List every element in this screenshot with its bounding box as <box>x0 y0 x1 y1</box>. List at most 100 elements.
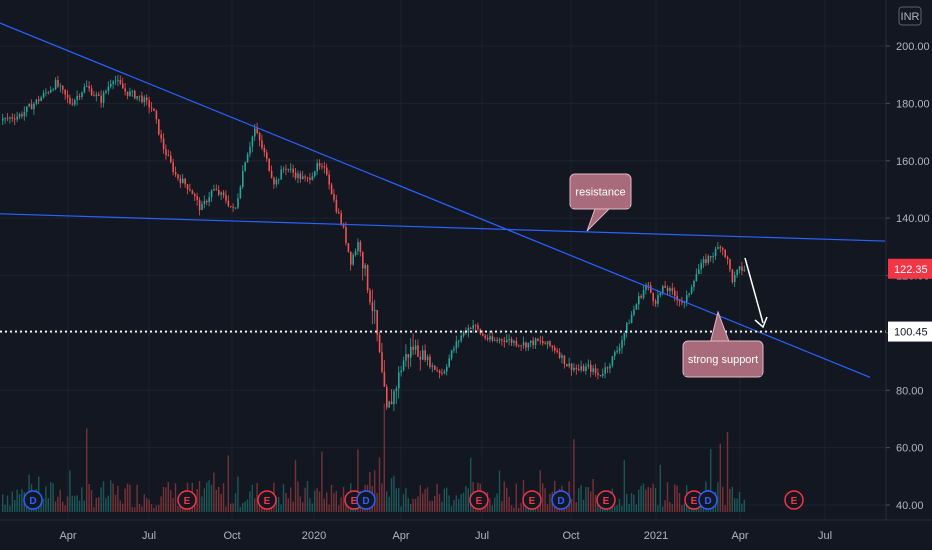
candle-body <box>510 338 513 343</box>
volume-bar <box>513 507 515 512</box>
event-marker-earnings[interactable]: E <box>177 490 197 510</box>
candle-body <box>520 345 522 347</box>
volume-bar <box>98 496 100 512</box>
volume-bar <box>650 487 652 512</box>
volume-bar <box>630 493 633 512</box>
candle-body <box>258 132 261 141</box>
event-marker-earnings[interactable]: E <box>257 490 277 510</box>
candle-body <box>59 85 62 87</box>
volume-bar <box>647 486 649 512</box>
candle-body <box>107 86 110 91</box>
volume-bar <box>719 443 721 512</box>
candle-body <box>599 375 602 376</box>
candle-body <box>618 347 621 351</box>
volume-bar <box>726 431 729 512</box>
volume-bar <box>69 470 71 512</box>
volume-bar <box>498 470 501 512</box>
event-marker-earnings[interactable]: E <box>469 490 489 510</box>
candle-body <box>542 341 544 344</box>
volume-bar <box>549 493 551 512</box>
volume-bar <box>484 503 486 512</box>
volume-bar <box>131 506 133 512</box>
volume-bar <box>218 486 220 512</box>
candle-body <box>357 242 359 252</box>
volume-bar <box>237 476 239 512</box>
candle-body <box>645 284 647 290</box>
volume-bar <box>122 503 124 512</box>
candle-body <box>698 269 700 275</box>
event-marker-earnings[interactable]: E <box>784 490 804 510</box>
event-marker-dividend[interactable]: D <box>356 490 376 510</box>
trendline-resistance[interactable] <box>0 213 886 242</box>
candle-body <box>50 89 52 93</box>
currency-badge[interactable]: INR <box>898 6 922 26</box>
candle-body <box>52 89 54 91</box>
volume-bar <box>398 488 400 512</box>
candle-body <box>558 352 561 358</box>
volume-bar <box>429 500 431 512</box>
volume-bar <box>635 504 637 512</box>
callout-resistance[interactable]: resistance <box>569 173 632 232</box>
candle-body <box>674 290 676 296</box>
candle-body <box>189 189 191 191</box>
volume-bar <box>434 495 436 512</box>
trendlines[interactable] <box>0 22 886 378</box>
event-letter: E <box>603 496 610 507</box>
event-marker-dividend[interactable]: D <box>551 490 571 510</box>
volume-bar <box>585 486 587 512</box>
volume-bar <box>110 480 112 512</box>
candle-body <box>136 96 138 99</box>
candle-body <box>743 269 746 271</box>
volume-bar <box>338 505 340 512</box>
event-marker-dividend[interactable]: D <box>698 490 718 510</box>
volume-bar <box>153 507 155 512</box>
candle-body <box>609 365 611 369</box>
event-marker-earnings[interactable]: E <box>684 490 704 510</box>
volume-bar <box>710 448 712 512</box>
volume-bar <box>419 485 421 512</box>
time-axis[interactable]: Apr Jul Oct 2020 Apr Jul Oct 2021 Apr Jul <box>0 519 932 542</box>
volume-bar <box>407 498 409 512</box>
candle-body <box>345 227 347 244</box>
y-tick-label: 140.00 <box>896 213 930 225</box>
event-letter: E <box>791 496 798 507</box>
candle-body <box>290 168 292 170</box>
volume-bar <box>105 497 107 512</box>
callout-strong-support[interactable]: strong support <box>682 310 764 378</box>
volume-bar <box>374 470 376 512</box>
candle-body <box>707 256 710 263</box>
callouts[interactable]: resistance strong support <box>569 173 764 378</box>
volume-bar <box>525 507 527 512</box>
event-marker-earnings[interactable]: E <box>596 490 616 510</box>
volume-bar <box>417 496 419 512</box>
volume-bar <box>734 498 736 512</box>
candle-body <box>671 288 674 291</box>
candle-body <box>686 295 688 302</box>
candle-body <box>330 184 333 195</box>
trendline-support[interactable] <box>0 22 871 378</box>
candle-body <box>234 207 237 209</box>
candle-body <box>220 192 222 195</box>
volume-bar <box>633 494 635 512</box>
candle-body <box>141 95 143 103</box>
last-price-tag-bg <box>888 258 932 279</box>
callout-resistance-box <box>569 173 632 210</box>
volume-bar <box>582 499 585 512</box>
volume-bar <box>81 487 83 512</box>
volume-bar <box>462 492 465 512</box>
price-axis[interactable]: 200.00180.00160.00140.00120.00100.0080.0… <box>885 0 932 520</box>
candle-body <box>450 350 453 359</box>
event-letter: D <box>704 496 711 507</box>
candle-body <box>400 370 402 373</box>
volume-bar <box>623 460 625 512</box>
candle-body <box>489 336 491 340</box>
event-marker-earnings[interactable]: E <box>522 490 542 510</box>
volume-bar <box>148 499 150 512</box>
candle-body <box>81 92 83 97</box>
event-marker-dividend[interactable]: D <box>23 490 43 510</box>
candle-body <box>390 401 393 405</box>
volume-bar <box>119 500 121 512</box>
candle-body <box>402 360 405 371</box>
